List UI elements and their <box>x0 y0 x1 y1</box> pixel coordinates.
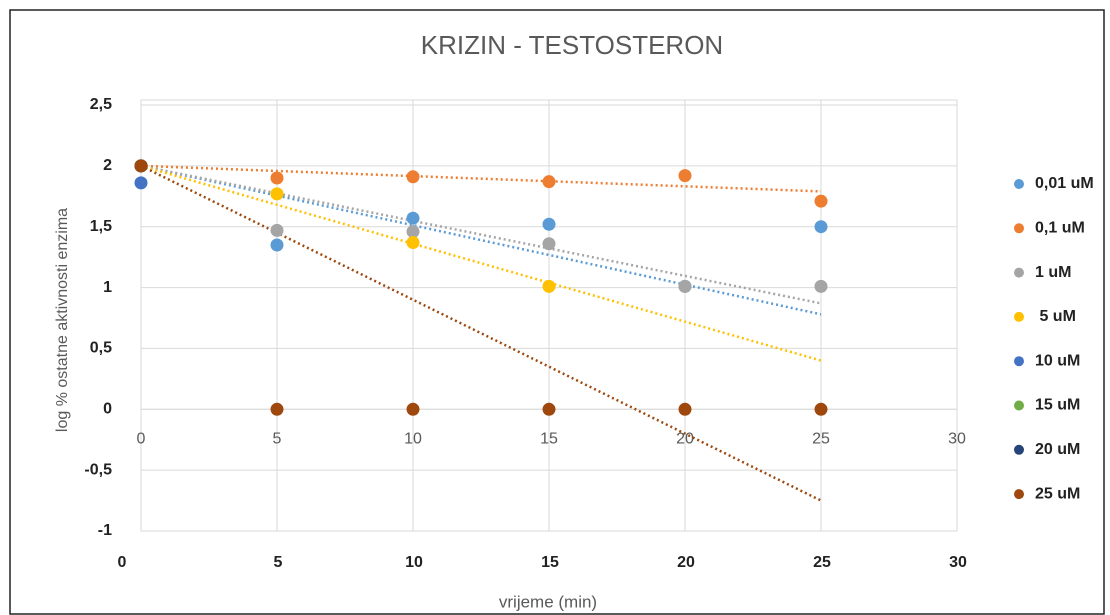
legend-marker <box>1014 223 1024 234</box>
trendline <box>140 164 822 316</box>
data-point <box>678 169 692 183</box>
x-tick-label: 25 <box>813 554 831 571</box>
legend-label: 1 uM <box>1035 264 1071 281</box>
data-point <box>406 402 420 416</box>
x-tick-label: 0 <box>137 431 146 448</box>
legend-marker <box>1014 267 1024 278</box>
x-tick-label: 0 <box>118 554 127 571</box>
legend-label: 25 uM <box>1035 485 1080 502</box>
chart-title: KRIZIN - TESTOSTERON <box>421 30 723 60</box>
data-point <box>270 171 284 185</box>
y-axis-label: log % ostatne aktivnosti enzima <box>54 208 71 432</box>
legend-marker <box>1014 311 1024 322</box>
y-tick-label: 1 <box>103 279 112 296</box>
trendline <box>140 164 822 193</box>
data-point <box>542 402 556 416</box>
legend-marker <box>1014 356 1024 367</box>
data-point <box>542 237 556 251</box>
x-tick-label: 15 <box>541 554 559 571</box>
y-tick-label: 2,5 <box>90 96 112 113</box>
y-tick-label: -1 <box>98 522 112 539</box>
legend-marker <box>1014 400 1024 411</box>
data-point <box>814 194 828 208</box>
data-point <box>542 217 556 231</box>
x-tick-label: 25 <box>812 431 830 448</box>
data-point <box>814 220 828 234</box>
x-axis-label: vrijeme (min) <box>499 592 597 611</box>
x-tick-label: 20 <box>677 554 695 571</box>
data-point <box>134 176 148 190</box>
y-tick-label: 0,5 <box>90 340 112 357</box>
legend-label: 0,1 uM <box>1035 220 1085 237</box>
data-point <box>678 279 692 293</box>
data-point <box>678 402 692 416</box>
data-point <box>814 279 828 293</box>
legend-label: 20 uM <box>1035 441 1080 458</box>
data-point <box>542 279 556 293</box>
x-tick-label: 10 <box>405 554 423 571</box>
legend-label: 5 uM <box>1035 308 1076 325</box>
x-tick-label: 10 <box>404 431 422 448</box>
data-point <box>542 175 556 189</box>
y-tick-label: 0 <box>103 401 112 418</box>
y-tick-label: 2 <box>103 157 112 174</box>
x-tick-label: 30 <box>948 431 966 448</box>
data-point <box>270 223 284 237</box>
trendline <box>140 164 822 305</box>
legend-marker <box>1014 444 1024 455</box>
legend-label: 15 uM <box>1035 397 1080 414</box>
data-point <box>270 187 284 201</box>
chart-border <box>9 9 1105 615</box>
x-tick-label: 15 <box>540 431 558 448</box>
data-point <box>814 402 828 416</box>
legend-marker <box>1014 179 1024 189</box>
data-point <box>270 238 284 252</box>
legend-label: 10 uM <box>1035 352 1080 369</box>
data-point <box>270 402 284 416</box>
data-point <box>406 211 420 225</box>
x-tick-label: 5 <box>273 431 282 448</box>
y-tick-label: 1,5 <box>90 218 112 235</box>
data-point <box>406 170 420 184</box>
x-tick-label: 30 <box>949 554 967 571</box>
legend-marker <box>1014 489 1024 500</box>
legend-label: 0,01 uM <box>1035 175 1094 192</box>
trendline <box>140 164 822 502</box>
data-point <box>406 236 420 250</box>
data-point <box>134 159 148 173</box>
x-tick-label: 5 <box>274 554 283 571</box>
data-point <box>406 225 420 239</box>
y-tick-label: -0,5 <box>84 461 112 478</box>
